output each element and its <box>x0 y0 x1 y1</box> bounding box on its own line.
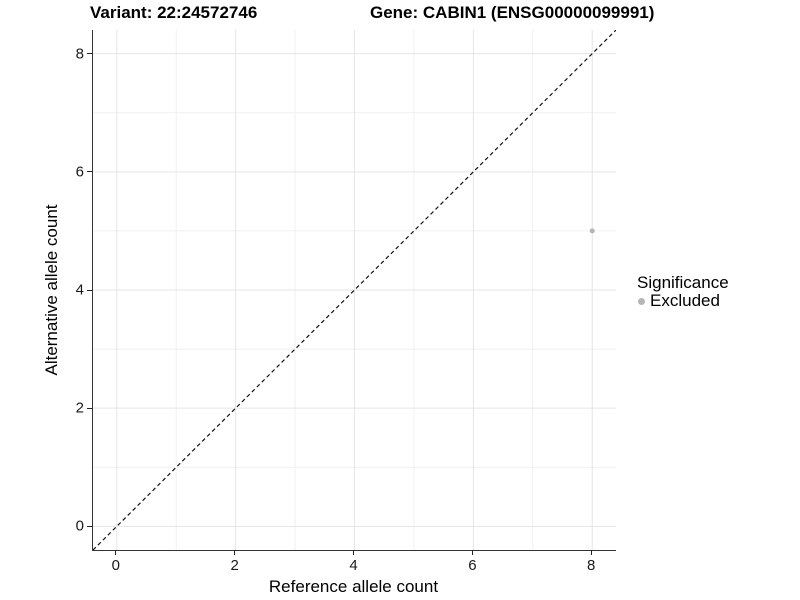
x-tick-label: 2 <box>230 557 239 574</box>
y-tick-mark <box>87 525 92 527</box>
y-tick-label: 0 <box>75 517 84 535</box>
y-tick-label: 8 <box>75 45 84 63</box>
data-point <box>589 228 595 234</box>
x-tick-mark <box>590 550 592 555</box>
plot-title-gene: Gene: CABIN1 (ENSG00000099991) <box>370 3 655 22</box>
plot-panel <box>92 30 616 551</box>
plot-title-variant: Variant: 22:24572746 <box>90 3 258 22</box>
y-tick-label: 4 <box>75 281 84 299</box>
x-tick-label: 8 <box>587 557 596 574</box>
y-tick-mark <box>87 289 92 291</box>
y-tick-label: 6 <box>75 163 84 181</box>
x-tick-mark <box>115 550 117 555</box>
legend: Significance Excluded <box>632 273 729 311</box>
x-tick-label: 0 <box>111 557 120 574</box>
legend-point-icon <box>637 297 645 305</box>
y-tick-mark <box>87 407 92 409</box>
y-tick-mark <box>87 171 92 173</box>
y-tick-label: 2 <box>75 399 84 417</box>
legend-item-excluded: Excluded <box>632 291 729 310</box>
x-axis-title: Reference allele count <box>268 577 439 596</box>
legend-item-label: Excluded <box>650 291 720 310</box>
x-tick-label: 6 <box>468 557 477 574</box>
x-tick-mark <box>471 550 473 555</box>
x-tick-mark <box>353 550 354 555</box>
x-tick-label: 4 <box>349 557 358 574</box>
plot-canvas <box>93 30 616 550</box>
legend-key <box>632 297 650 305</box>
identity-line <box>93 30 616 550</box>
y-tick-mark <box>87 53 92 55</box>
legend-title: Significance <box>637 273 729 292</box>
x-tick-mark <box>234 550 236 555</box>
